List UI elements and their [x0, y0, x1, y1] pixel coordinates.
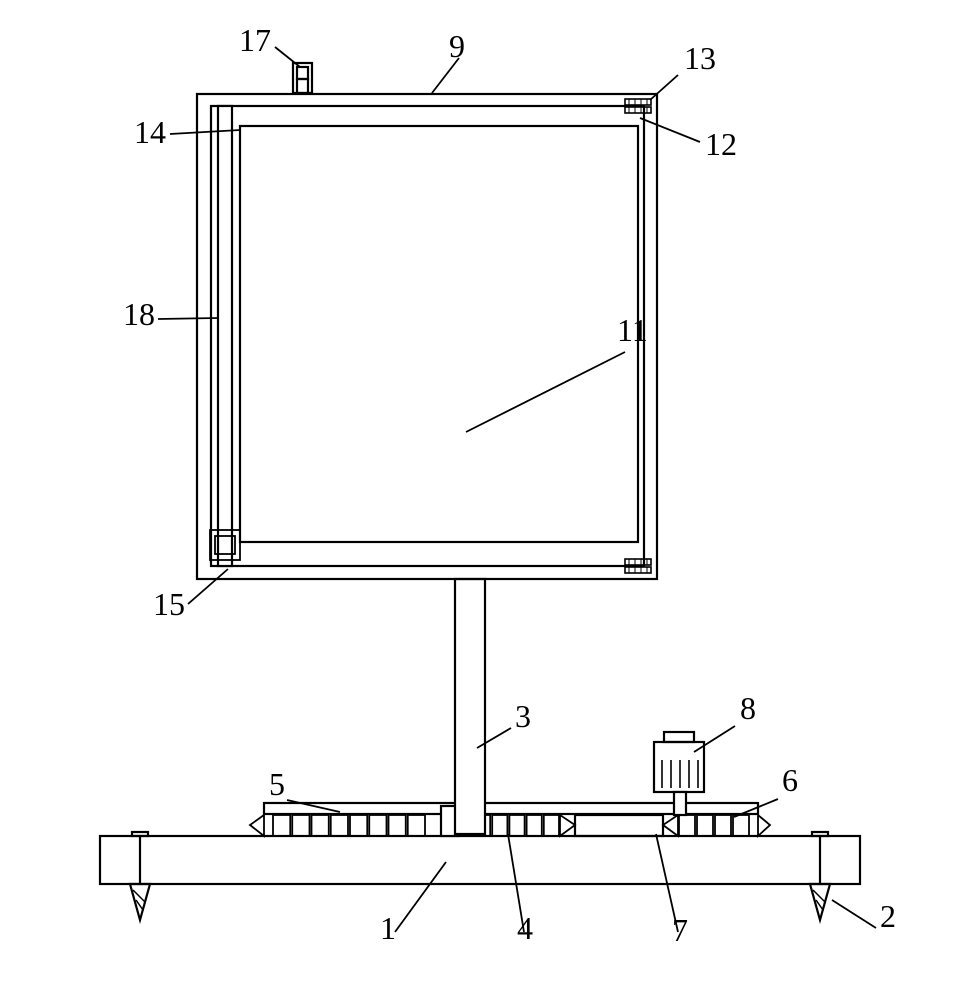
part-label-12: 12	[705, 126, 737, 163]
rack-tooth	[292, 815, 309, 836]
part-label-1: 1	[380, 910, 396, 947]
display-panel	[240, 126, 638, 542]
rack-tooth	[509, 815, 524, 836]
rack-tooth	[492, 815, 507, 836]
leader-line-18	[158, 318, 218, 319]
part-label-9: 9	[449, 28, 465, 65]
leader-line-8	[694, 726, 735, 752]
rack-tooth	[369, 815, 386, 836]
rack-tooth	[679, 815, 695, 836]
rack-tooth	[312, 815, 329, 836]
rack-tooth	[389, 815, 406, 836]
part-label-6: 6	[782, 762, 798, 799]
rack-end-cap	[758, 815, 770, 836]
leader-line-2	[832, 900, 876, 928]
motor-shaft	[674, 792, 686, 815]
leader-line-1	[395, 862, 446, 932]
bolt-head-2	[812, 832, 828, 836]
part-label-11: 11	[617, 312, 648, 349]
part-label-14: 14	[134, 114, 166, 151]
rack-tooth	[273, 815, 290, 836]
part-label-13: 13	[684, 40, 716, 77]
rack-tooth	[331, 815, 348, 836]
support-column	[455, 579, 485, 834]
rack-tooth	[527, 815, 542, 836]
leader-line-11	[466, 352, 625, 432]
rack-end-cap	[560, 815, 575, 836]
rack-tooth	[697, 815, 713, 836]
part-label-8: 8	[740, 690, 756, 727]
rack-tooth	[733, 815, 749, 836]
left-strip	[218, 106, 232, 566]
motor-cap	[664, 732, 694, 742]
rack-tooth	[544, 815, 559, 836]
part-label-7: 7	[672, 912, 688, 949]
rack-tooth	[408, 815, 425, 836]
bolt-head-1	[132, 832, 148, 836]
rack-end-cap	[250, 815, 264, 836]
leader-line-17	[275, 47, 300, 67]
part-label-3: 3	[515, 698, 531, 735]
rack-tooth	[715, 815, 731, 836]
slider-block	[575, 815, 663, 836]
rack-tooth	[350, 815, 367, 836]
rack-end-cap	[663, 815, 678, 836]
ground-spike-1	[130, 884, 150, 920]
screen-inner-frame	[211, 106, 644, 566]
leader-line-13	[650, 75, 678, 100]
part-label-2: 2	[880, 898, 896, 935]
base-plate	[100, 836, 860, 884]
top-clip-tab	[297, 79, 308, 93]
top-clip-notch	[297, 67, 308, 79]
part-label-18: 18	[123, 296, 155, 333]
leader-line-15	[188, 569, 228, 604]
leader-line-12	[640, 118, 700, 142]
part-label-17: 17	[239, 22, 271, 59]
part-label-5: 5	[269, 766, 285, 803]
screen-outer-frame	[197, 94, 657, 579]
part-label-4: 4	[517, 910, 533, 947]
part-label-15: 15	[153, 586, 185, 623]
ground-spike-2	[810, 884, 830, 920]
